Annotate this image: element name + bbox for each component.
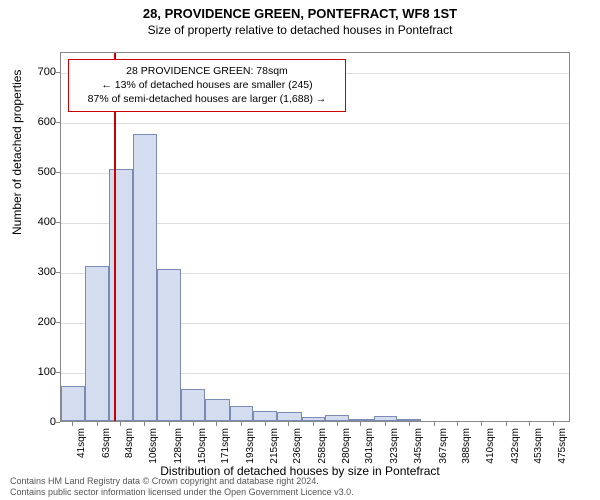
x-tick-mark (481, 422, 482, 426)
x-tick-label: 410sqm (485, 428, 496, 464)
histogram-bar (109, 169, 133, 422)
histogram-bar (205, 399, 229, 422)
x-tick-label: 280sqm (341, 428, 352, 464)
x-tick-mark (169, 422, 170, 426)
x-tick-mark (409, 422, 410, 426)
y-tick-mark (56, 422, 60, 423)
page-title: 28, PROVIDENCE GREEN, PONTEFRACT, WF8 1S… (0, 6, 600, 21)
y-tick-label: 100 (26, 366, 56, 378)
y-tick-mark (56, 222, 60, 223)
y-tick-label: 700 (26, 66, 56, 78)
x-tick-label: 171sqm (220, 428, 231, 464)
x-tick-label: 128sqm (173, 428, 184, 464)
histogram-bar (374, 416, 397, 421)
histogram-bar (397, 419, 421, 421)
x-tick-mark (193, 422, 194, 426)
histogram-bar (85, 266, 108, 421)
y-tick-label: 200 (26, 316, 56, 328)
y-tick-label: 300 (26, 266, 56, 278)
x-tick-mark (434, 422, 435, 426)
x-tick-mark (313, 422, 314, 426)
x-tick-mark (265, 422, 266, 426)
x-tick-mark (529, 422, 530, 426)
footer-line: Contains HM Land Registry data © Crown c… (10, 476, 354, 487)
x-tick-mark (120, 422, 121, 426)
y-tick-label: 0 (26, 416, 56, 428)
y-tick-mark (56, 172, 60, 173)
histogram-bar (277, 412, 301, 421)
x-tick-label: 388sqm (461, 428, 472, 464)
x-tick-label: 236sqm (292, 428, 303, 464)
x-tick-label: 367sqm (438, 428, 449, 464)
x-tick-mark (385, 422, 386, 426)
y-tick-mark (56, 272, 60, 273)
y-tick-mark (56, 322, 60, 323)
y-axis-label: Number of detached properties (10, 70, 24, 235)
annotation-line: ← 13% of detached houses are smaller (24… (77, 78, 337, 92)
x-tick-mark (72, 422, 73, 426)
y-tick-mark (56, 372, 60, 373)
histogram-bar (61, 386, 85, 421)
x-tick-mark (360, 422, 361, 426)
x-tick-label: 84sqm (124, 428, 135, 458)
y-tick-label: 500 (26, 166, 56, 178)
footer-attribution: Contains HM Land Registry data © Crown c… (10, 476, 354, 498)
x-tick-label: 63sqm (101, 428, 112, 458)
x-tick-mark (241, 422, 242, 426)
x-tick-mark (553, 422, 554, 426)
x-tick-mark (144, 422, 145, 426)
gridline (61, 123, 569, 124)
x-tick-label: 215sqm (269, 428, 280, 464)
x-tick-mark (97, 422, 98, 426)
annotation-line: 28 PROVIDENCE GREEN: 78sqm (77, 64, 337, 78)
x-tick-mark (337, 422, 338, 426)
histogram-bar (230, 406, 253, 421)
histogram-bar (325, 415, 349, 421)
x-tick-label: 258sqm (317, 428, 328, 464)
x-tick-label: 475sqm (557, 428, 568, 464)
x-tick-label: 193sqm (245, 428, 256, 464)
x-tick-mark (457, 422, 458, 426)
histogram-bar (181, 389, 205, 422)
y-tick-label: 400 (26, 216, 56, 228)
x-tick-mark (506, 422, 507, 426)
y-tick-mark (56, 122, 60, 123)
y-tick-mark (56, 72, 60, 73)
x-tick-label: 150sqm (197, 428, 208, 464)
x-tick-label: 432sqm (510, 428, 521, 464)
histogram-bar (157, 269, 180, 422)
annotation-box: 28 PROVIDENCE GREEN: 78sqm← 13% of detac… (68, 59, 346, 112)
footer-line: Contains public sector information licen… (10, 487, 354, 498)
x-tick-label: 301sqm (364, 428, 375, 464)
histogram-bar (133, 134, 157, 422)
x-tick-mark (216, 422, 217, 426)
x-tick-mark (288, 422, 289, 426)
x-tick-label: 345sqm (413, 428, 424, 464)
histogram-bar (302, 417, 325, 421)
histogram-bar (253, 411, 277, 421)
x-tick-label: 106sqm (148, 428, 159, 464)
annotation-line: 87% of semi-detached houses are larger (… (77, 92, 337, 106)
histogram-bar (349, 419, 373, 421)
x-tick-label: 453sqm (533, 428, 544, 464)
page-subtitle: Size of property relative to detached ho… (0, 23, 600, 37)
x-tick-label: 323sqm (389, 428, 400, 464)
x-tick-label: 41sqm (76, 428, 87, 458)
y-tick-label: 600 (26, 116, 56, 128)
